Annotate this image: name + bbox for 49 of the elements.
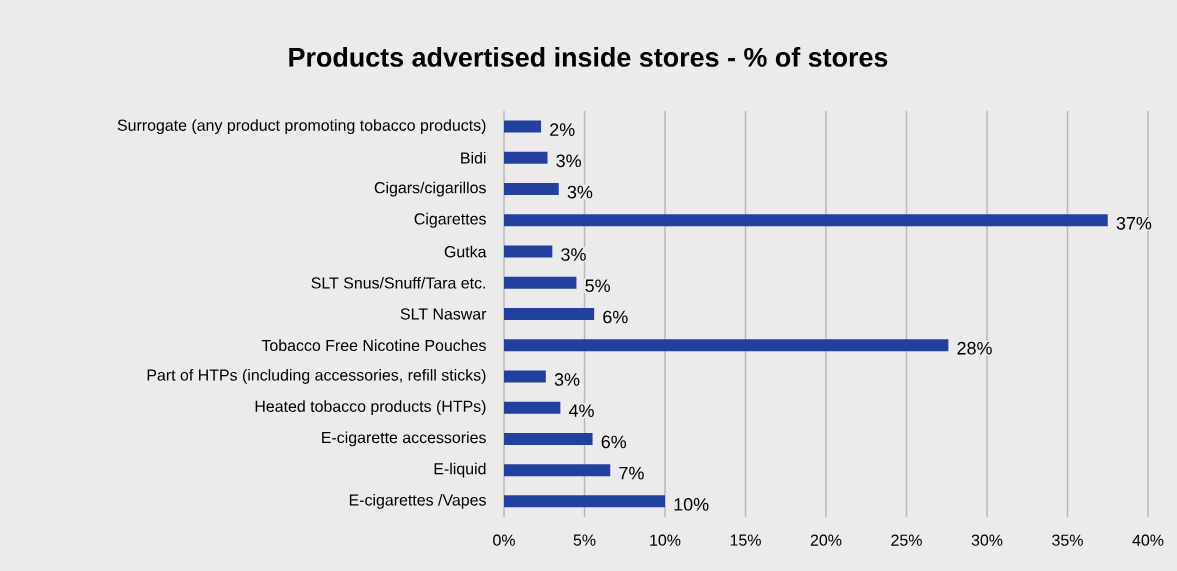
y-tick-label: E-cigarette accessories [322,431,486,447]
y-tick-label: Tobacco Free Nicotine Pouches [261,339,486,352]
data-label: 2% [550,123,575,136]
bar [504,495,666,508]
bar [504,214,1108,227]
y-tick-label: SLT Snus/Snuff/Tara etc. [311,276,486,289]
y-tick-label: Surrogate (any product promoting tobacco products) [117,119,486,135]
y-tick-label: SLT Naswar [400,308,487,320]
y-tick-label: E-liquid [434,462,486,478]
x-tick-label: 15% [730,534,761,546]
bar [504,464,611,477]
bar [504,276,577,289]
bar [504,401,561,414]
x-tick-label: 30% [971,534,1003,546]
bar [504,120,542,133]
bar [504,339,949,352]
data-label: 7% [619,466,644,480]
x-tick-label: 0% [493,534,515,546]
x-tick-label: 25% [891,534,922,546]
data-label: 37% [1116,216,1152,230]
data-label: 6% [603,310,628,324]
data-label: 10% [674,498,709,511]
data-label: 5% [585,279,610,293]
x-tick-label: 20% [810,534,842,546]
y-tick-label: Cigarettes [414,212,486,228]
x-tick-label: 10% [650,534,681,546]
data-label: 3% [561,248,586,261]
data-label: 3% [554,373,580,386]
bar [504,183,559,196]
y-tick-label: Gutka [444,245,487,258]
bar [504,370,546,383]
data-label: 28% [957,341,992,355]
y-tick-label: Heated tobacco products (HTPs) [255,400,486,416]
y-tick-label: Cigars/cigarillos [374,181,486,197]
x-tick-label: 5% [573,534,596,546]
y-tick-label: Part of HTPs (including accessories, refill sticks) [147,369,486,384]
data-label: 3% [567,185,593,199]
y-tick-label: Bidi [461,151,486,164]
bar [504,151,548,164]
data-label: 6% [601,435,627,449]
x-tick-label: 35% [1052,534,1083,546]
data-label: 4% [568,404,594,417]
bar [504,307,595,320]
bar [504,245,553,258]
bar [504,432,593,445]
x-tick-label: 40% [1132,534,1164,546]
data-label: 3% [556,154,581,168]
chart-title: Products advertised inside stores - % of stores [289,47,888,67]
y-tick-label: E-cigarettes /Vapes [349,493,486,509]
